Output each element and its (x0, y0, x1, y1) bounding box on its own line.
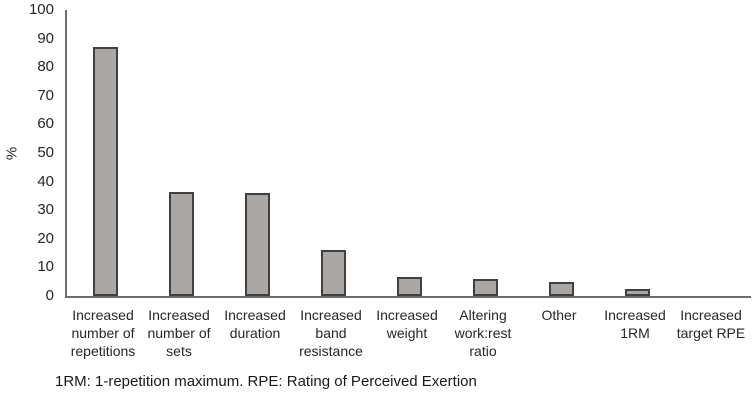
y-tick-label: 60 (37, 115, 54, 133)
bar-slot (67, 10, 143, 296)
y-tick-label: 90 (37, 29, 54, 47)
y-tick-label: 100 (28, 1, 54, 18)
x-tick-label: Increased number of repetitions (70, 307, 136, 359)
y-tick-label: 80 (37, 58, 54, 76)
bar-slot (599, 10, 675, 296)
bar-slot (371, 10, 447, 296)
x-tick-label: Increased band resistance (299, 307, 363, 359)
bar (92, 47, 118, 296)
bar-slot (143, 10, 219, 296)
bar (624, 289, 650, 296)
bar (472, 279, 498, 296)
x-tick-label: Other (541, 307, 577, 323)
bar (244, 193, 270, 296)
x-tick-label: Altering work:rest ratio (454, 307, 512, 359)
bar (320, 250, 346, 296)
y-tick-label: 50 (37, 144, 54, 161)
bar (548, 282, 574, 296)
bar-slot (675, 10, 751, 296)
bar (168, 192, 194, 296)
x-tick-label: Increased number of sets (147, 307, 211, 359)
x-axis-labels: Increased number of repetitions Increased… (65, 306, 749, 360)
y-tick-label: 70 (37, 86, 54, 104)
x-tick-label: Increased target RPE (676, 307, 746, 341)
y-tick-label: 0 (45, 287, 54, 304)
y-tick-label: 30 (37, 201, 54, 219)
y-tick-label: 40 (37, 172, 54, 190)
bar-slot (295, 10, 371, 296)
bar (396, 277, 422, 296)
y-tick-label: 10 (37, 258, 54, 276)
x-tick-label: Increased duration (224, 307, 286, 341)
chart-footnote: 1RM: 1-repetition maximum. RPE: Rating o… (55, 373, 477, 390)
y-tick-label: 20 (37, 229, 54, 247)
bar-slot (447, 10, 523, 296)
x-tick-label: Increased 1RM (604, 307, 666, 341)
bar-slot (523, 10, 599, 296)
plot-area (65, 10, 751, 298)
bar-slot (219, 10, 295, 296)
x-tick-label: Increased weight (376, 307, 438, 341)
